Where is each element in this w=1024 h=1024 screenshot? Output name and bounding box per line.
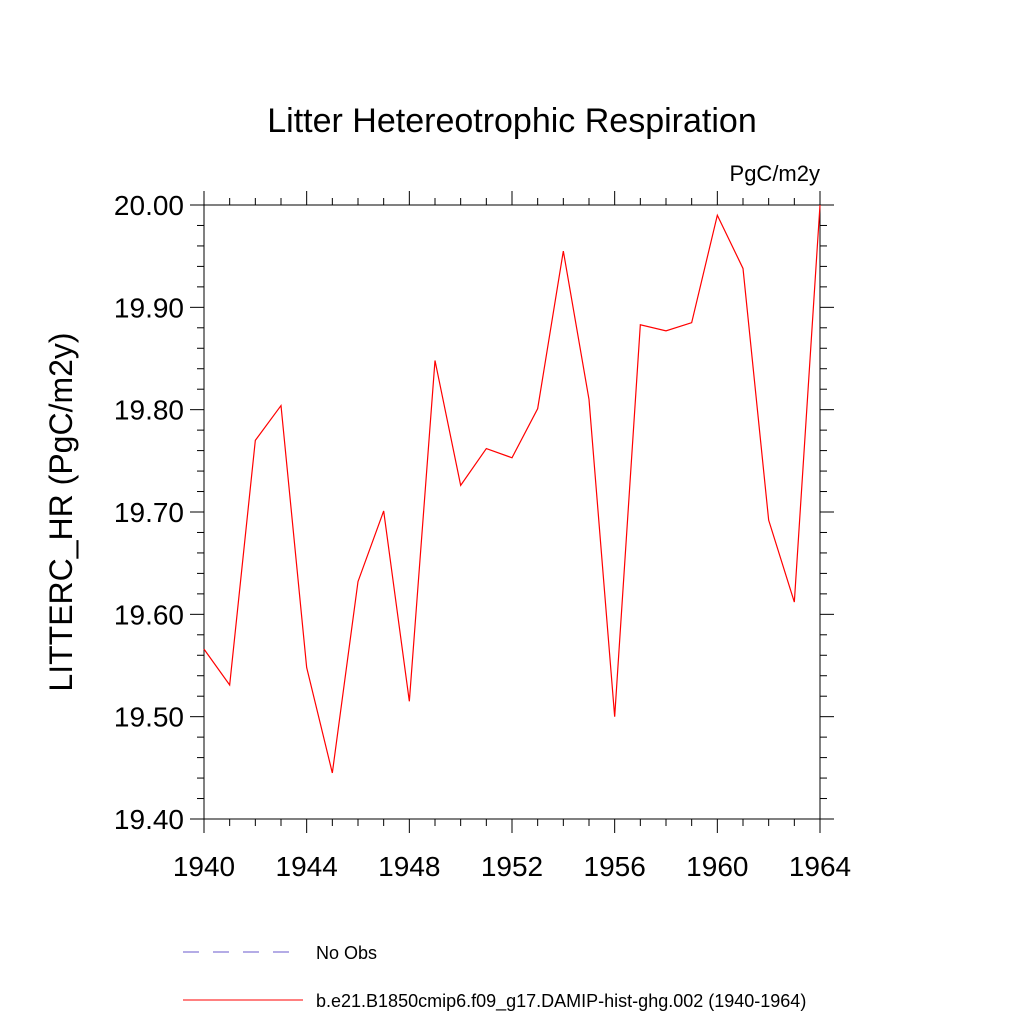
y-tick-label: 19.80: [114, 395, 184, 426]
axis-ticks: [190, 191, 834, 833]
plot-frame: [203, 204, 821, 820]
x-tick-label: 1952: [481, 851, 543, 882]
legend: No Obs b.e21.B1850cmip6.f09_g17.DAMIP-his…: [183, 943, 806, 1012]
y-axis-label: LITTERC_HR (PgC/m2y): [43, 332, 79, 691]
x-tick-label: 1948: [378, 851, 440, 882]
series-layer: [203, 204, 821, 774]
chart-title: Litter Hetereotrophic Respiration: [267, 102, 756, 140]
units-label: PgC/m2y: [730, 161, 820, 186]
y-tick-label: 19.60: [114, 599, 184, 630]
x-tick-label: 1960: [686, 851, 748, 882]
y-tick-label: 19.50: [114, 702, 184, 733]
x-tick-label: 1940: [173, 851, 235, 882]
y-tick-label: 19.70: [114, 497, 184, 528]
x-tick-label: 1964: [789, 851, 851, 882]
x-tick-label: 1944: [276, 851, 338, 882]
legend-label: No Obs: [316, 943, 377, 963]
y-tick-label: 19.40: [114, 804, 184, 835]
series-line: [203, 204, 821, 774]
y-tick-label: 19.90: [114, 292, 184, 323]
x-tick-label: 1956: [584, 851, 646, 882]
y-tick-label: 20.00: [114, 190, 184, 221]
legend-label: b.e21.B1850cmip6.f09_g17.DAMIP-hist-ghg.…: [316, 991, 806, 1012]
x-tick-labels: 1940 1944 1948 1952 1956 1960 1964: [173, 851, 851, 882]
y-tick-labels: 19.40 19.50 19.60 19.70 19.80 19.90 20.00: [114, 190, 184, 835]
